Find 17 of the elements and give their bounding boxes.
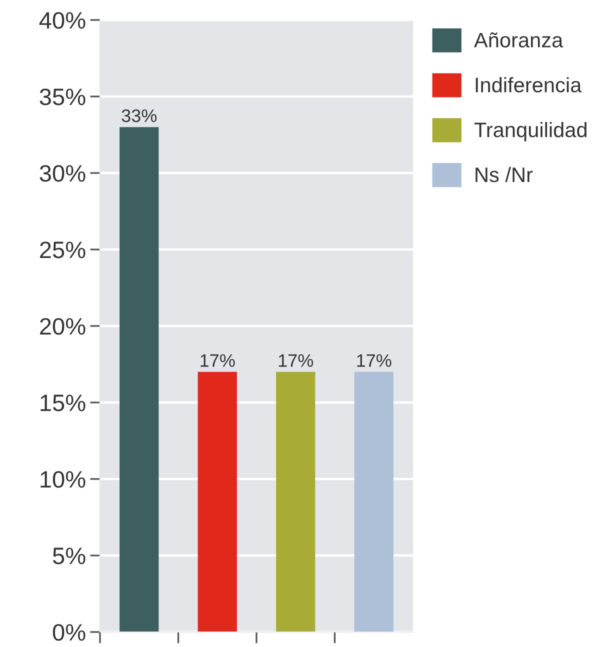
legend-label: Tranquilidad xyxy=(474,122,586,142)
data-label: 33% xyxy=(122,109,157,122)
y-tick-label: 40% xyxy=(39,12,86,29)
y-tick-label: 0% xyxy=(52,624,86,641)
y-tick-label: 15% xyxy=(40,394,86,412)
legend-label: Añoranza xyxy=(474,32,564,48)
y-tick-label: 10% xyxy=(40,471,86,488)
y-tick-label: 35% xyxy=(40,88,86,106)
y-tick-label: 25% xyxy=(40,242,86,258)
data-label: 17% xyxy=(357,354,392,367)
legend-label: Indiferencia xyxy=(476,77,582,92)
legend-label: Ns /Nr xyxy=(476,166,533,182)
data-label: 17% xyxy=(278,354,314,367)
y-tick-label: 20% xyxy=(40,318,86,335)
y-tick-label: 30% xyxy=(40,165,86,182)
data-label: 17% xyxy=(200,354,235,367)
y-tick-label: 5% xyxy=(52,548,86,564)
